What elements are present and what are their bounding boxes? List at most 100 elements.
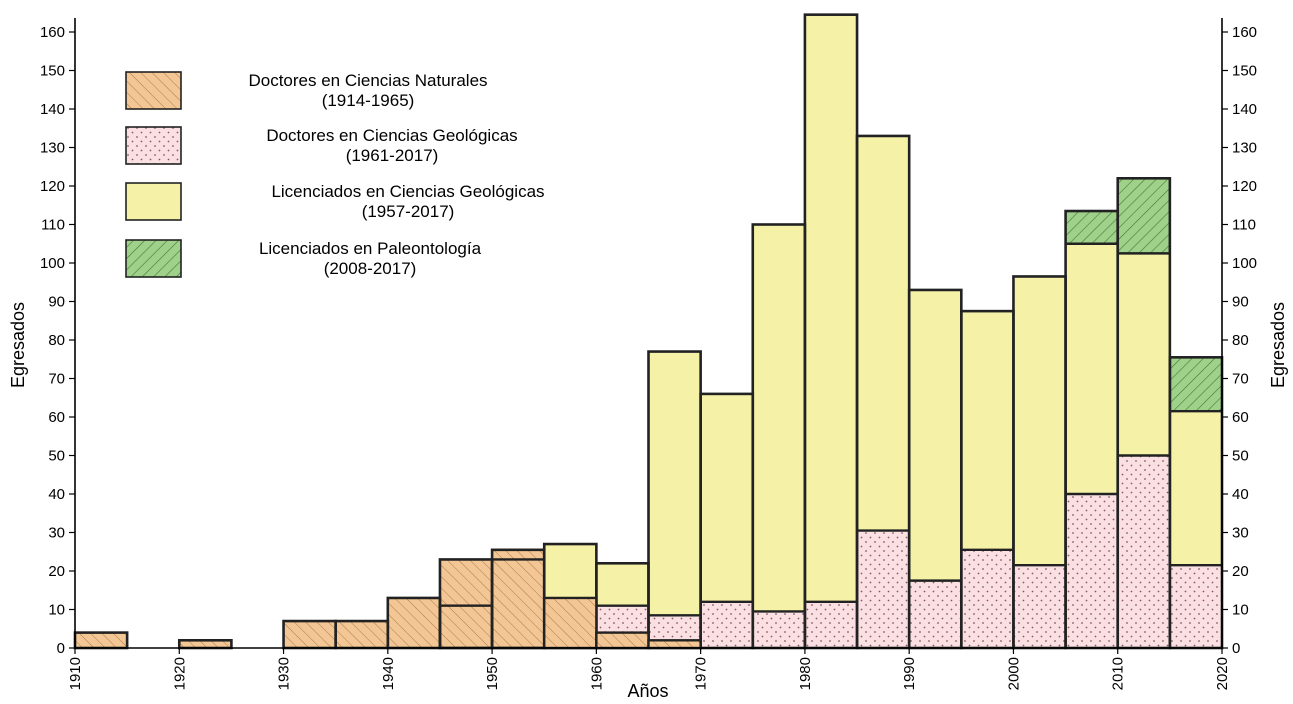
- bar-naturales-1930: [283, 621, 336, 648]
- bar-lic-geologicas-1995: [961, 311, 1014, 550]
- y-tick-label-left: 60: [48, 409, 65, 426]
- y-tick-label-right: 140: [1232, 101, 1257, 118]
- x-tick-label: 1930: [276, 657, 293, 690]
- legend-period-naturales: (1914-1965): [322, 91, 415, 110]
- y-tick-label-right: 130: [1232, 140, 1257, 157]
- x-tick-label: 1970: [693, 657, 710, 690]
- bar-doc-geologicas-2010: [1117, 455, 1170, 648]
- bar-doc-geologicas-2000: [1013, 565, 1066, 648]
- bar-lic-geologicas-1985: [857, 135, 910, 531]
- y-tick-label-left: 150: [40, 63, 65, 80]
- y-tick-label-left: 90: [48, 294, 65, 311]
- y-tick-label-right: 60: [1232, 409, 1249, 426]
- legend-swatch-lic-geologicas: [125, 182, 182, 221]
- legend-swatch-doc-geologicas: [125, 126, 182, 165]
- bar-doc-geologicas-1980: [804, 601, 858, 648]
- legend: Doctores en Ciencias Naturales (1914-196…: [125, 71, 545, 278]
- bar-lic-geologicas-1960: [596, 563, 649, 606]
- bar-naturales-1920: [179, 640, 232, 648]
- bar-doc-geologicas-2015: [1169, 565, 1222, 648]
- y-tick-label-left: 0: [57, 640, 65, 657]
- bar-paleontologia-2010: [1117, 178, 1170, 254]
- bar-lic-geologicas-1980: [804, 14, 858, 602]
- y-tick-label-left: 80: [48, 332, 65, 349]
- x-axis-title: Años: [627, 681, 668, 701]
- y-tick-label-right: 150: [1232, 63, 1257, 80]
- bar-doc-geologicas-1990: [909, 580, 962, 648]
- bar-naturales-1945: [439, 559, 493, 648]
- x-tick-label: 1940: [380, 657, 397, 690]
- y-tick-label-right: 30: [1232, 525, 1249, 542]
- legend-label-naturales: Doctores en Ciencias Naturales: [248, 71, 487, 90]
- y-tick-label-left: 160: [40, 24, 65, 41]
- bar-lic-geologicas-2000: [1013, 276, 1066, 566]
- y-tick-label-right: 90: [1232, 294, 1249, 311]
- y-axis-right-title: Egresados: [1268, 302, 1288, 388]
- bar-lic-geologicas-1970: [700, 393, 753, 602]
- legend-label-lic-geologicas: Licenciados en Ciencias Geológicas: [271, 182, 544, 201]
- y-tick-label-left: 130: [40, 140, 65, 157]
- overlay-naturales-1955: [543, 596, 598, 650]
- y-tick-label-left: 20: [48, 563, 65, 580]
- bar-doc-geologicas-1995: [961, 549, 1014, 648]
- bar-lic-geologicas-2010: [1117, 253, 1170, 456]
- legend-swatch-naturales: [125, 71, 182, 110]
- y-axis-left-title: Egresados: [8, 302, 28, 388]
- y-tick-label-right: 70: [1232, 371, 1249, 388]
- y-tick-label-right: 50: [1232, 448, 1249, 465]
- x-tick-label: 1910: [67, 657, 84, 690]
- bar-lic-geologicas-2005: [1065, 243, 1118, 494]
- y-tick-label-left: 30: [48, 525, 65, 542]
- x-tick-label: 1980: [797, 657, 814, 690]
- y-tick-label-left: 70: [48, 371, 65, 388]
- y-tick-label-right: 80: [1232, 332, 1249, 349]
- x-tick-label: 1960: [588, 657, 605, 690]
- y-tick-label-right: 110: [1232, 217, 1256, 234]
- x-tick-label: 1950: [484, 657, 501, 690]
- x-tick-label: 2020: [1214, 657, 1231, 690]
- bar-lic-geologicas-1975: [752, 224, 805, 612]
- bar-naturales-1935: [335, 621, 388, 648]
- bar-paleontologia-2015: [1169, 357, 1222, 412]
- y-tick-label-left: 10: [48, 602, 65, 619]
- bar-doc-geologicas-1975: [752, 611, 805, 648]
- bar-naturales-1940: [387, 597, 440, 648]
- legend-period-doc-geologicas: (1961-2017): [346, 146, 439, 165]
- overlay-naturales-1965: [647, 639, 702, 650]
- y-tick-label-left: 100: [40, 255, 65, 272]
- y-tick-label-right: 20: [1232, 563, 1249, 580]
- y-tick-label-right: 100: [1232, 255, 1257, 272]
- legend-label-paleontologia: Licenciados en Paleontología: [259, 239, 482, 258]
- y-tick-label-left: 140: [40, 101, 65, 118]
- axes: [74, 18, 1223, 649]
- legend-label-doc-geologicas: Doctores en Ciencias Geológicas: [266, 126, 517, 145]
- x-tick-label: 1920: [171, 657, 188, 690]
- bar-naturales-1950: [492, 549, 545, 648]
- y-tick-label-right: 40: [1232, 486, 1249, 503]
- overlay-naturales-1960: [595, 631, 650, 650]
- legend-swatch-paleontologia: [125, 239, 182, 278]
- y-tick-label-right: 10: [1232, 602, 1249, 619]
- legend-period-paleontologia: (2008-2017): [324, 259, 417, 278]
- bar-paleontologia-2005: [1065, 211, 1118, 244]
- x-tick-label: 1990: [901, 657, 918, 690]
- bar-lic-geologicas-2015: [1169, 411, 1222, 566]
- y-tick-label-left: 50: [48, 448, 65, 465]
- bar-lic-geologicas-1965: [648, 351, 701, 616]
- y-tick-label-right: 0: [1232, 640, 1240, 657]
- x-tick-label: 2010: [1110, 657, 1127, 690]
- bar-doc-geologicas-1970: [700, 601, 753, 648]
- y-tick-label-left: 120: [40, 178, 65, 195]
- bar-lic-geologicas-1990: [909, 289, 962, 581]
- bar-doc-geologicas-2005: [1065, 494, 1118, 648]
- y-tick-label-right: 160: [1232, 24, 1257, 41]
- y-tick-label-left: 110: [41, 217, 65, 234]
- bar-doc-geologicas-1985: [857, 530, 910, 648]
- bar-naturales-1910: [75, 632, 128, 648]
- x-tick-label: 2000: [1005, 657, 1022, 690]
- legend-period-lic-geologicas: (1957-2017): [362, 202, 455, 221]
- y-tick-label-right: 120: [1232, 178, 1257, 195]
- y-tick-label-left: 40: [48, 486, 65, 503]
